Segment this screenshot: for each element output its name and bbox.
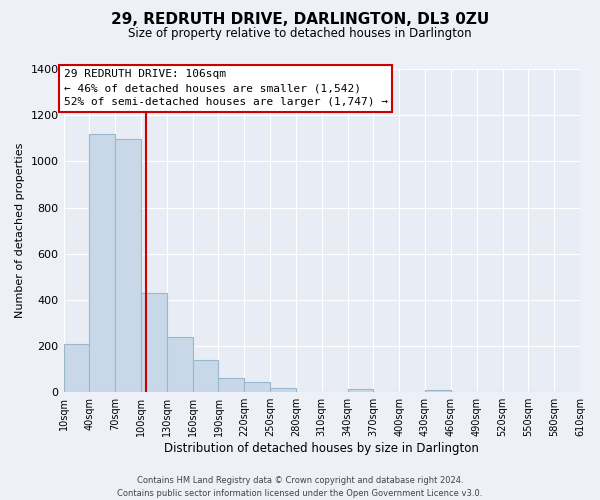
Bar [115, 140, 141, 392]
Bar [141, 293, 167, 392]
Bar [218, 378, 244, 392]
Text: Size of property relative to detached houses in Darlington: Size of property relative to detached ho… [128, 28, 472, 40]
Text: 29 REDRUTH DRIVE: 106sqm
← 46% of detached houses are smaller (1,542)
52% of sem: 29 REDRUTH DRIVE: 106sqm ← 46% of detach… [64, 70, 388, 108]
Bar [425, 390, 451, 392]
Bar [193, 360, 218, 392]
Text: 29, REDRUTH DRIVE, DARLINGTON, DL3 0ZU: 29, REDRUTH DRIVE, DARLINGTON, DL3 0ZU [111, 12, 489, 28]
Y-axis label: Number of detached properties: Number of detached properties [15, 143, 25, 318]
Bar [270, 388, 296, 392]
Bar [244, 382, 270, 392]
Text: Contains HM Land Registry data © Crown copyright and database right 2024.
Contai: Contains HM Land Registry data © Crown c… [118, 476, 482, 498]
Bar [167, 337, 193, 392]
Bar [89, 134, 115, 392]
Bar [347, 388, 373, 392]
Bar [64, 344, 89, 392]
X-axis label: Distribution of detached houses by size in Darlington: Distribution of detached houses by size … [164, 442, 479, 455]
